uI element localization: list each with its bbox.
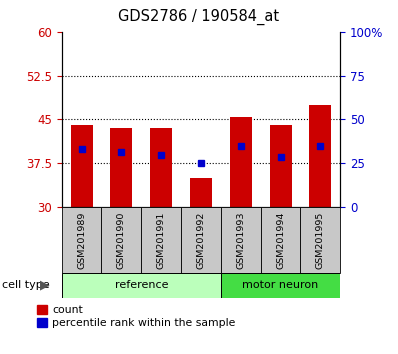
Bar xyxy=(101,207,141,273)
Text: motor neuron: motor neuron xyxy=(242,280,319,290)
Text: GSM201990: GSM201990 xyxy=(117,211,126,269)
Text: GDS2786 / 190584_at: GDS2786 / 190584_at xyxy=(119,9,279,25)
Bar xyxy=(181,207,221,273)
Bar xyxy=(190,178,212,207)
Text: cell type: cell type xyxy=(2,280,50,290)
Bar xyxy=(141,207,181,273)
Bar xyxy=(270,125,291,207)
Text: GSM201994: GSM201994 xyxy=(276,211,285,269)
Text: ▶: ▶ xyxy=(40,279,50,292)
Text: GSM201989: GSM201989 xyxy=(77,211,86,269)
Bar xyxy=(150,128,172,207)
Text: GSM201993: GSM201993 xyxy=(236,211,245,269)
Bar xyxy=(310,105,332,207)
Text: reference: reference xyxy=(115,280,168,290)
Bar xyxy=(221,207,261,273)
Text: GSM201992: GSM201992 xyxy=(197,211,205,269)
Bar xyxy=(62,273,221,298)
Bar xyxy=(221,273,340,298)
Text: GSM201991: GSM201991 xyxy=(157,211,166,269)
Legend: count, percentile rank within the sample: count, percentile rank within the sample xyxy=(37,305,236,329)
Bar xyxy=(230,116,252,207)
Bar xyxy=(62,207,101,273)
Bar xyxy=(300,207,340,273)
Text: GSM201995: GSM201995 xyxy=(316,211,325,269)
Bar xyxy=(71,125,92,207)
Bar xyxy=(111,128,132,207)
Bar xyxy=(261,207,300,273)
